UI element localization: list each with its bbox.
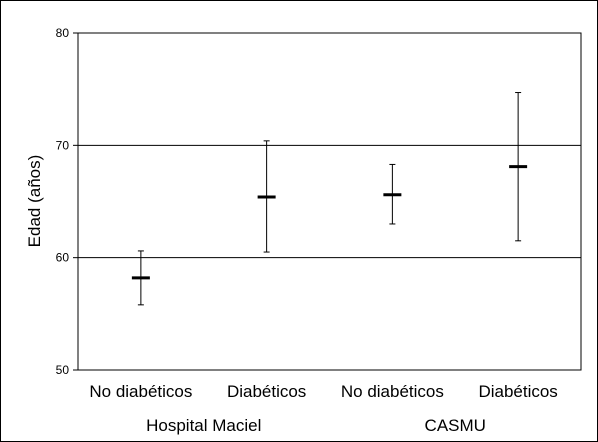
error-bar-point	[257, 140, 276, 253]
y-axis-tick-labels: 50 60 70 80	[56, 26, 78, 377]
error-bar-point	[131, 250, 150, 306]
plot-area-border	[77, 32, 582, 371]
y-tick-label: 50	[56, 363, 70, 377]
y-tick-label: 80	[56, 26, 70, 40]
x-category-label: No diabéticos	[341, 382, 444, 401]
y-tick-label: 70	[56, 138, 70, 152]
x-group-label: CASMU	[425, 416, 486, 435]
x-category-label: Diabéticos	[478, 382, 557, 401]
y-axis-title: Edad (años)	[25, 155, 44, 248]
x-group-label: Hospital Maciel	[146, 416, 261, 435]
x-axis-category-labels: No diabéticos Diabéticos No diabéticos Diab…	[89, 382, 557, 401]
x-axis-group-labels: Hospital Maciel CASMU	[146, 416, 486, 435]
error-bars	[131, 92, 528, 306]
x-category-label: No diabéticos	[89, 382, 192, 401]
plot-area	[77, 32, 582, 371]
gridlines	[78, 144, 581, 259]
y-tick-label: 60	[56, 251, 70, 265]
x-category-label: Diabéticos	[227, 382, 306, 401]
error-bar-point	[383, 163, 402, 225]
error-bar-point	[509, 92, 528, 242]
